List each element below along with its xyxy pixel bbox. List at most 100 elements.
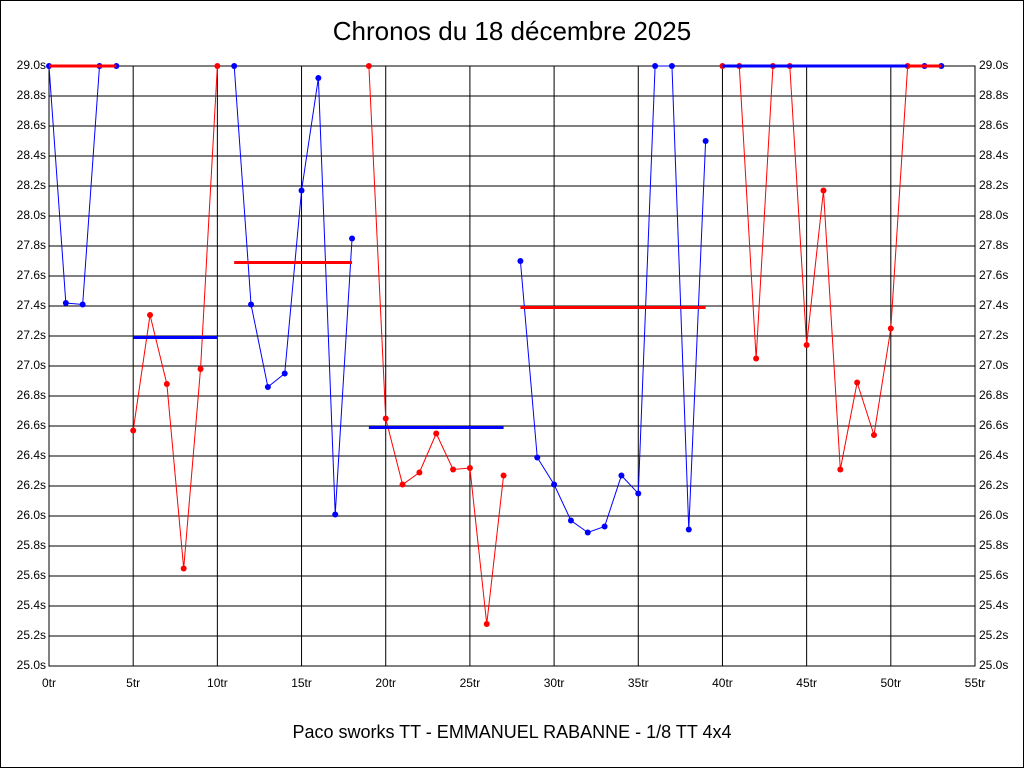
lap-point	[298, 187, 305, 194]
x-tick-label: 5tr	[126, 676, 140, 690]
lap-point	[264, 384, 271, 390]
y-tick-label: 28.0s	[17, 208, 46, 222]
y-tick-label: 25.6s	[17, 568, 46, 582]
y2-tick-label: 27.8s	[979, 238, 1008, 252]
y2-tick-label: 27.6s	[979, 268, 1008, 282]
lap-point	[433, 430, 440, 437]
lap-point	[382, 415, 389, 422]
lap-point	[231, 63, 238, 69]
y2-tick-label: 26.0s	[979, 508, 1008, 522]
lap-point	[450, 466, 457, 473]
x-tick-label: 55tr	[965, 676, 986, 690]
x-tick-label: 30tr	[544, 676, 565, 690]
y-tick-label: 26.6s	[17, 418, 46, 432]
lap-point	[315, 75, 322, 81]
x-tick-label: 35tr	[628, 676, 649, 690]
y2-tick-label: 28.6s	[979, 118, 1008, 132]
lap-point	[803, 342, 810, 348]
lap-point	[147, 312, 154, 318]
lap-point	[567, 517, 574, 524]
lap-point	[483, 621, 490, 627]
y2-tick-label: 28.4s	[979, 148, 1008, 162]
x-tick-label: 45tr	[796, 676, 817, 690]
y-tick-label: 26.4s	[17, 448, 46, 462]
lap-point	[685, 526, 692, 533]
lap-point	[854, 379, 861, 386]
y-tick-label: 28.4s	[17, 148, 46, 162]
lap-point	[332, 511, 339, 518]
lap-point	[618, 472, 625, 479]
y2-tick-label: 28.2s	[979, 178, 1008, 192]
y2-tick-label: 25.4s	[979, 598, 1008, 612]
y-tick-label: 27.2s	[17, 328, 46, 342]
y2-tick-label: 28.8s	[979, 88, 1008, 102]
lap-point	[79, 301, 86, 308]
lap-point	[551, 481, 558, 488]
y2-tick-label: 27.2s	[979, 328, 1008, 342]
lap-point	[601, 523, 608, 530]
lap-point	[887, 325, 894, 332]
lap-point	[584, 529, 591, 536]
x-tick-label: 25tr	[460, 676, 481, 690]
x-tick-label: 50tr	[880, 676, 901, 690]
lap-point	[62, 300, 69, 306]
lap-point	[466, 465, 473, 471]
lap-point	[399, 481, 406, 488]
lap-line	[233, 65, 353, 515]
y2-tick-label: 25.2s	[979, 628, 1008, 642]
y-tick-label: 27.8s	[17, 238, 46, 252]
lap-point	[365, 63, 372, 69]
lap-point	[652, 63, 659, 69]
lap-point	[668, 63, 675, 69]
x-tick-label: 0tr	[42, 676, 56, 690]
y2-tick-label: 25.8s	[979, 538, 1008, 552]
y-tick-label: 29.0s	[17, 58, 46, 72]
lap-point	[837, 466, 844, 473]
y-tick-label: 25.4s	[17, 598, 46, 612]
lap-point	[820, 187, 827, 194]
y2-tick-label: 27.0s	[979, 358, 1008, 372]
y-tick-label: 28.6s	[17, 118, 46, 132]
lap-point	[197, 366, 204, 372]
lap-point	[517, 258, 524, 264]
y2-tick-label: 26.8s	[979, 388, 1008, 402]
y2-tick-label: 26.2s	[979, 478, 1008, 492]
y2-tick-label: 25.6s	[979, 568, 1008, 582]
x-tick-label: 15tr	[291, 676, 312, 690]
y2-tick-label: 28.0s	[979, 208, 1008, 222]
y-tick-label: 25.0s	[17, 658, 46, 672]
y-tick-label: 27.6s	[17, 268, 46, 282]
x-tick-label: 40tr	[712, 676, 733, 690]
y-tick-label: 28.8s	[17, 88, 46, 102]
y2-tick-label: 26.6s	[979, 418, 1008, 432]
y-tick-label: 26.2s	[17, 478, 46, 492]
lap-point	[635, 490, 642, 497]
lap-line	[132, 65, 218, 569]
lap-point	[281, 370, 288, 377]
x-tick-label: 20tr	[375, 676, 396, 690]
y-tick-label: 25.8s	[17, 538, 46, 552]
y2-tick-label: 26.4s	[979, 448, 1008, 462]
y2-tick-label: 27.4s	[979, 298, 1008, 312]
y-tick-label: 27.0s	[17, 358, 46, 372]
y-tick-label: 28.2s	[17, 178, 46, 192]
lap-point	[163, 381, 170, 387]
y-tick-label: 26.0s	[17, 508, 46, 522]
y-tick-label: 26.8s	[17, 388, 46, 402]
x-tick-label: 10tr	[207, 676, 228, 690]
y-tick-label: 25.2s	[17, 628, 46, 642]
lap-point	[416, 469, 423, 476]
y2-tick-label: 25.0s	[979, 658, 1008, 672]
lap-point	[130, 427, 137, 434]
lap-point	[500, 472, 507, 479]
lap-point	[870, 432, 877, 438]
y2-tick-label: 29.0s	[979, 58, 1008, 72]
x-axis-label: Paco sworks TT - EMMANUEL RABANNE - 1/8 …	[292, 722, 731, 742]
lap-point	[214, 63, 221, 69]
chart-title: Chronos du 18 décembre 2025	[333, 16, 691, 46]
lap-point	[753, 355, 760, 362]
lap-point	[248, 301, 255, 308]
y-tick-label: 27.4s	[17, 298, 46, 312]
lap-point	[180, 565, 187, 572]
